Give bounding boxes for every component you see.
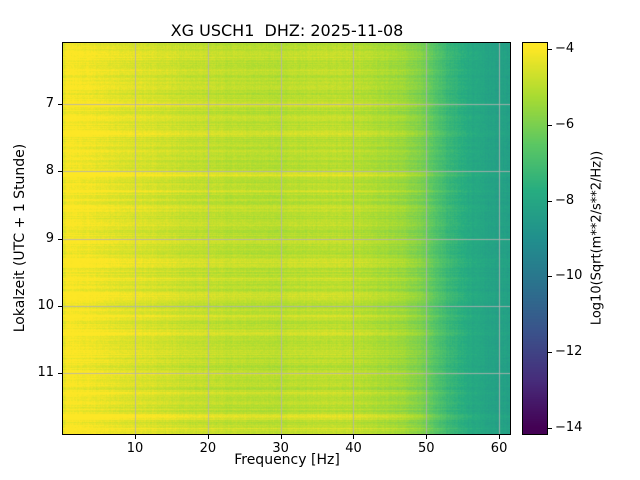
y-tick-label: 9 [45,230,54,246]
colorbar-tick-mark [548,428,552,430]
y-tick-label: 7 [45,95,54,111]
x-tick-mark [499,435,501,439]
x-tick-label: 20 [199,441,217,456]
x-tick-mark [135,435,137,439]
colorbar-tick-label: −10 [555,268,583,284]
colorbar-tick-label: −8 [555,192,575,208]
colorbar-tick-mark [548,48,552,50]
y-tick-label: 11 [37,365,54,381]
colorbar-tick-mark [548,276,552,278]
y-tick-mark [58,305,62,307]
x-tick-mark [207,435,209,439]
colorbar-tick-label: −4 [555,40,575,56]
x-tick-mark [426,435,428,439]
plot-title: XG USCH1 DHZ: 2025-11-08 [170,21,404,40]
colorbar-tick-mark [548,352,552,354]
y-tick-label: 10 [37,297,54,313]
x-axis-label: Frequency [Hz] [234,452,340,468]
colorbar-label: Log10(Sqrt(m**2/s**2/Hz)) [589,150,605,326]
x-tick-label: 10 [126,441,144,456]
colorbar-tick-mark [548,124,552,126]
x-tick-label: 60 [490,441,508,456]
colorbar-tick-mark [548,200,552,202]
x-tick-mark [353,435,355,439]
x-tick-label: 50 [417,441,435,456]
y-tick-mark [58,103,62,105]
y-tick-mark [58,171,62,173]
spectrogram-heatmap [63,43,510,434]
y-tick-mark [58,238,62,240]
x-tick-label: 40 [345,441,362,456]
x-tick-label: 30 [272,441,289,456]
colorbar-tick-label: −14 [555,420,583,436]
colorbar-tick-label: −12 [555,344,583,360]
x-tick-mark [280,435,282,439]
colorbar-gradient [523,43,547,434]
y-tick-mark [58,373,62,375]
colorbar-tick-label: −6 [555,116,575,132]
y-tick-label: 8 [45,163,54,179]
